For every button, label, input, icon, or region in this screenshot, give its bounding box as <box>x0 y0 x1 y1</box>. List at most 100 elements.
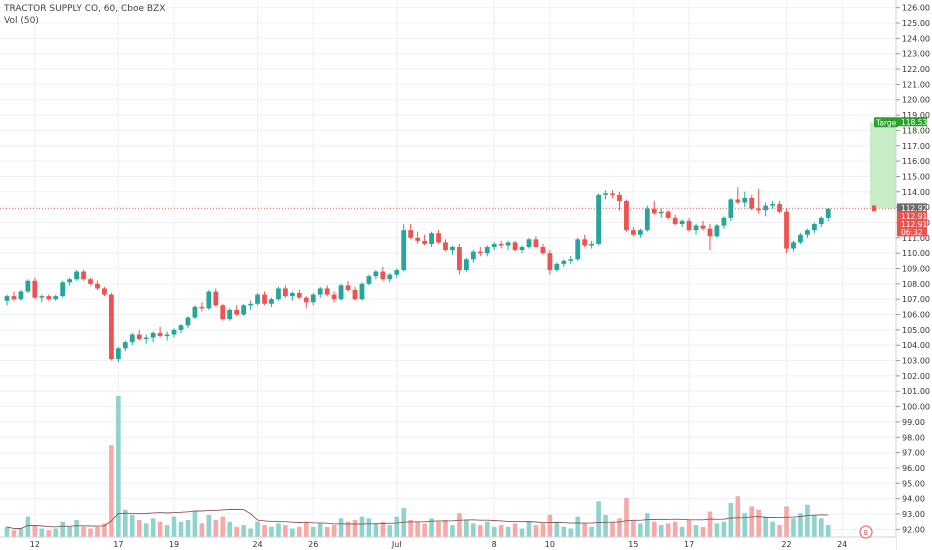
price-tag-label: 112.91 <box>901 212 927 221</box>
candle <box>540 243 546 255</box>
volume-bar <box>366 518 372 537</box>
volume-bar <box>352 520 358 537</box>
candle-body <box>429 233 434 244</box>
volume-bar <box>324 526 330 537</box>
volume-bar <box>791 518 796 537</box>
volume-bar <box>123 509 128 537</box>
price-axis-bg <box>896 0 932 550</box>
candle <box>596 193 601 246</box>
candle-body <box>728 199 734 218</box>
candle <box>644 205 650 232</box>
candle-body <box>457 247 462 271</box>
volume-bar <box>645 513 650 537</box>
volume-bar <box>74 520 79 537</box>
candle-body <box>366 276 372 284</box>
candle <box>554 262 560 272</box>
candle-body <box>707 228 713 237</box>
candle-body <box>345 285 351 290</box>
volume-bar <box>303 521 309 537</box>
candle <box>631 227 636 237</box>
price-tick-label: 126.00 <box>902 4 930 13</box>
candle <box>178 323 184 333</box>
price-tick-label: 110.00 <box>902 249 930 258</box>
candle <box>255 293 260 306</box>
candle-body <box>589 243 595 246</box>
volume-bar <box>582 523 587 537</box>
volume-bar <box>610 521 615 537</box>
time-tick-label: 17 <box>113 540 123 549</box>
candle-body <box>262 294 267 304</box>
volume-bar <box>471 523 476 537</box>
candle <box>122 340 128 352</box>
volume-bar <box>491 526 497 537</box>
price-tick-label: 95.00 <box>902 479 925 488</box>
price-tick-label: 101.00 <box>902 387 930 396</box>
candle <box>143 334 149 344</box>
price-tick-label: 94.00 <box>902 495 925 504</box>
candle <box>109 293 114 361</box>
candle-body <box>575 239 581 260</box>
volume-bar <box>276 523 281 537</box>
earnings-marker-circle <box>859 525 873 539</box>
candle <box>199 302 205 312</box>
volume-bar <box>408 520 413 537</box>
candle-body <box>512 242 518 251</box>
candle-body <box>742 197 748 203</box>
candle <box>331 291 337 303</box>
candle <box>115 346 121 363</box>
candle-body <box>136 334 142 340</box>
volume-bar <box>380 521 386 537</box>
candle <box>192 305 198 320</box>
volume-bar <box>53 528 59 537</box>
candle-body <box>791 242 796 249</box>
volume-bar <box>728 503 734 537</box>
candle <box>714 224 720 238</box>
volume-bar <box>749 506 755 537</box>
volume-bar <box>102 523 107 537</box>
price-tick-label: 111.00 <box>902 234 930 243</box>
candle <box>289 291 295 301</box>
candle-body <box>352 289 358 300</box>
candle <box>185 316 191 329</box>
time-tick-label: 22 <box>781 540 791 549</box>
candle-body <box>665 211 671 218</box>
candle <box>582 234 588 248</box>
candle-body <box>255 294 260 304</box>
candle-body <box>422 240 427 244</box>
chart-legend: TRACTOR SUPPLY CO, 60, Cboe BZX Vol (50) <box>4 3 165 27</box>
price-tick-label: 109.00 <box>902 265 930 274</box>
volume-bar <box>310 526 316 537</box>
target-tag-box <box>874 117 898 128</box>
candle <box>811 222 817 234</box>
candle <box>276 286 281 301</box>
candle-body <box>547 253 553 271</box>
volume-bar <box>415 521 420 537</box>
volume-bar <box>81 526 86 537</box>
candle-body <box>199 306 205 309</box>
candle <box>457 243 462 275</box>
time-tick-label: 8 <box>492 540 497 549</box>
volume-bar <box>164 525 170 537</box>
candle <box>505 240 511 251</box>
volume-bar <box>436 521 441 537</box>
candle-body <box>415 237 421 241</box>
candle-body <box>735 199 741 203</box>
candle-body <box>11 296 17 300</box>
price-tick-label: 115.00 <box>902 172 930 181</box>
volume-bar <box>624 497 629 537</box>
candle-body <box>387 274 393 280</box>
candle <box>470 250 476 263</box>
candle-body <box>269 299 274 304</box>
price-tick-label: 116.00 <box>902 157 930 166</box>
volume-ma-line <box>6 509 829 529</box>
candle <box>95 280 100 290</box>
volume-bar <box>290 528 295 537</box>
volume-bar <box>665 523 671 537</box>
price-tick-label: 99.00 <box>902 418 925 427</box>
volume-bar <box>248 528 253 537</box>
volume-bar <box>150 518 156 537</box>
volume-bar <box>763 516 768 537</box>
price-tick-label: 114.00 <box>902 188 930 197</box>
volume-bar <box>143 523 149 537</box>
